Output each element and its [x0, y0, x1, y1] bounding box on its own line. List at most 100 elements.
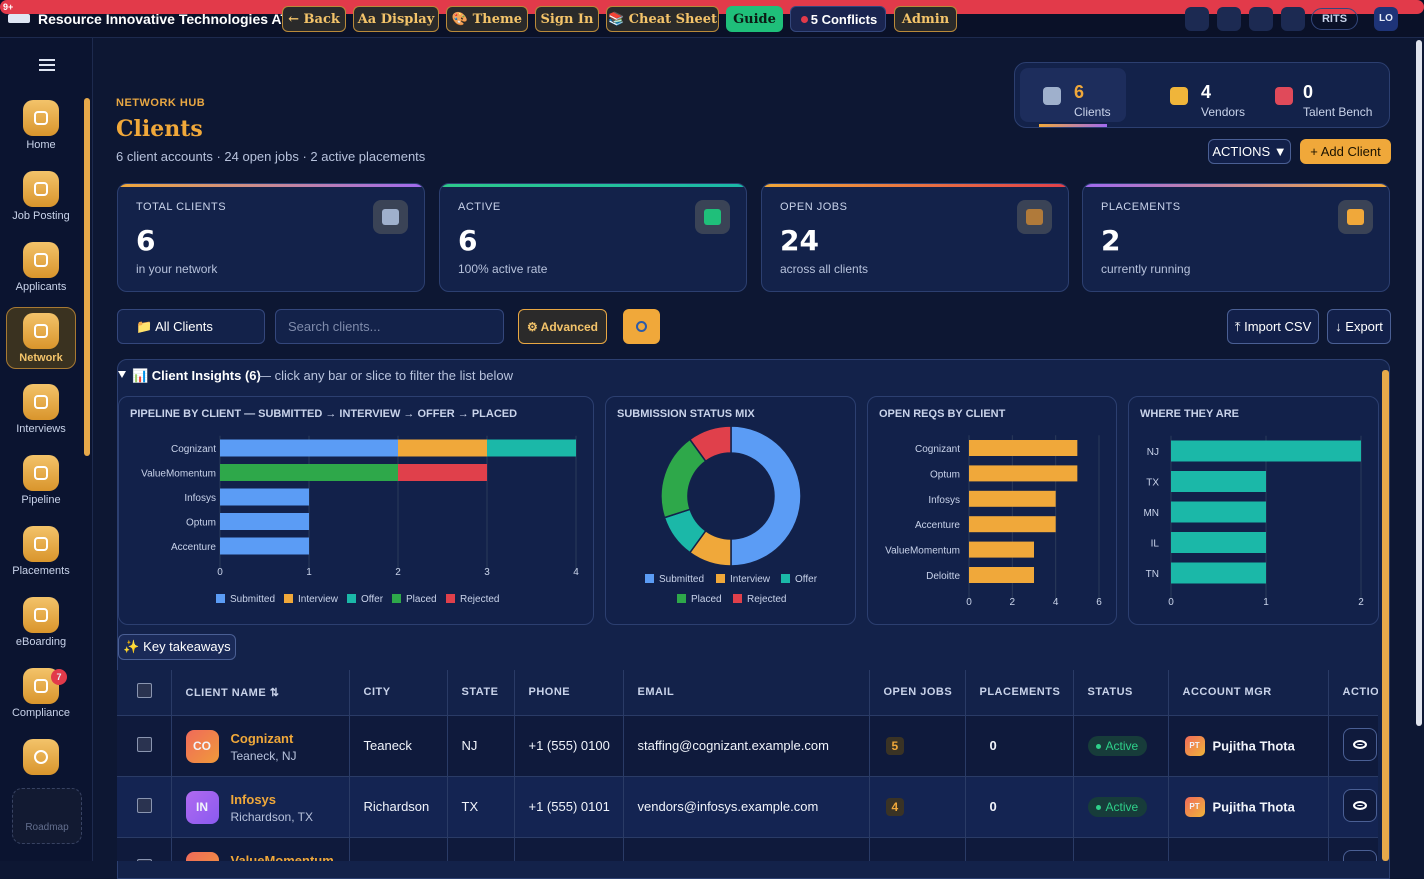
top-button[interactable]: ← Back	[282, 6, 346, 32]
search-button[interactable]	[623, 309, 660, 344]
nav-glyph	[34, 537, 48, 551]
nav-label[interactable]: Interviews	[16, 423, 66, 435]
top-button[interactable]: Admin	[894, 6, 957, 32]
header-row: CLIENT NAME ⇅ CITY STATE PHONE EMAIL OPEN JOB…	[117, 670, 1378, 715]
search-glyph	[636, 321, 647, 332]
import-button[interactable]: ⤒ Import CSV	[1227, 309, 1319, 344]
nav-icon[interactable]	[23, 100, 59, 136]
client-name[interactable]: Cognizant	[230, 730, 294, 746]
chart-title: SUBMISSION STATUS MIX	[617, 408, 755, 420]
checkbox[interactable]	[137, 683, 152, 699]
nav-icon[interactable]	[23, 313, 59, 349]
legend-label: Submitted	[230, 594, 275, 605]
export-button[interactable]: ↓ Export	[1327, 309, 1391, 344]
nav-glyph	[34, 750, 48, 764]
table-row: IN Infosys Richardson, TX Richardson TX +1 (5…	[117, 775, 1378, 837]
phone: +1 (555) 0100	[528, 738, 610, 753]
bar	[220, 537, 309, 555]
bar	[1171, 471, 1266, 492]
nav-label[interactable]: Network	[19, 352, 63, 364]
nav-label[interactable]: Applicants	[15, 281, 67, 293]
nav-label[interactable]: Placements	[12, 565, 70, 577]
email: staffing@cognizant.example.com	[637, 738, 829, 753]
roadmap[interactable]: Roadmap	[12, 788, 82, 844]
top-icon[interactable]	[1281, 7, 1305, 31]
view-button[interactable]	[1342, 849, 1377, 861]
nav-icon[interactable]	[23, 526, 59, 562]
chart-card: WHERE THEY ARE 0 1 2 NJ TX MN IL TN	[1128, 396, 1379, 625]
legend-swatch	[216, 594, 225, 603]
nav-label[interactable]: eBoarding	[15, 636, 67, 648]
hub-tab[interactable]: 4 Vendors	[1147, 68, 1257, 122]
hub-tab[interactable]: 0 Talent Bench	[1263, 68, 1373, 122]
nav-icon[interactable]	[23, 597, 59, 633]
nav-label[interactable]: Job Posting	[12, 210, 70, 222]
top-icon[interactable]	[1217, 7, 1241, 31]
checkbox[interactable]	[137, 797, 152, 813]
menu-toggle[interactable]	[39, 59, 55, 61]
nav-icon[interactable]	[23, 384, 59, 420]
nav-icon[interactable]	[23, 171, 59, 207]
top-button[interactable]: 🎨 Theme	[446, 6, 528, 32]
chart[interactable]: PIPELINE BY CLIENT — SUBMITTED → INTERVI…	[119, 397, 593, 624]
stat-note: in your network	[136, 262, 218, 276]
bar	[969, 541, 1034, 558]
legend-label: Offer	[361, 594, 384, 605]
clients-table: CLIENT NAME ⇅ CITY STATE PHONE EMAIL OPEN JOB…	[117, 670, 1378, 861]
x-tick-label: 0	[966, 597, 972, 608]
view-button[interactable]	[1342, 788, 1377, 822]
hub-tab[interactable]: 6 Clients	[1020, 68, 1130, 122]
checkbox[interactable]	[137, 858, 152, 861]
checkbox[interactable]	[137, 736, 152, 752]
client-filter[interactable]: 📁 All Clients	[117, 309, 265, 344]
legend-swatch	[446, 594, 455, 603]
takeaways-button[interactable]: ✨ Key takeaways	[118, 634, 236, 660]
top-button[interactable]: Sign In	[535, 6, 599, 32]
search-input[interactable]: Search clients...	[275, 309, 504, 344]
view-button[interactable]	[1342, 727, 1377, 761]
nav-label[interactable]: Compliance	[11, 707, 71, 719]
client-name[interactable]: Infosys	[230, 791, 277, 807]
status-pill: Active	[1087, 796, 1148, 817]
collapse-toggle[interactable]	[118, 371, 126, 378]
donut-slice	[730, 425, 802, 567]
nav-label[interactable]: Pipeline	[21, 494, 61, 506]
nav-icon[interactable]	[23, 242, 59, 278]
open-jobs-cell: 4	[869, 775, 966, 837]
nav-glyph	[34, 182, 48, 196]
legend-swatch	[392, 594, 401, 603]
eyebrow: NETWORK HUB	[116, 97, 206, 109]
chart[interactable]: OPEN REQS BY CLIENT 0 2 4 6 Cognizant Optum Inf…	[868, 397, 1116, 624]
actions-cell	[1328, 836, 1378, 861]
status-dot	[1095, 804, 1101, 810]
top-icon[interactable]	[1249, 7, 1273, 31]
chart[interactable]: WHERE THEY ARE 0 1 2 NJ TX MN IL TN	[1129, 397, 1378, 624]
actions-button[interactable]: ACTIONS ▼	[1208, 139, 1291, 164]
insights-hint: — click any bar or slice to filter the l…	[258, 368, 514, 383]
column-header[interactable]: CLIENT NAME ⇅	[171, 670, 350, 715]
tab-count: 0	[1303, 82, 1314, 102]
chart-title: PIPELINE BY CLIENT — SUBMITTED → INTERVI…	[130, 408, 517, 420]
add-client-button[interactable]: + Add Client	[1300, 139, 1391, 164]
roadmap-label: Roadmap	[25, 822, 69, 833]
y-tick-label: Cognizant	[171, 444, 216, 455]
legend-swatch	[677, 594, 686, 603]
top-button[interactable]: 5 Conflicts	[790, 6, 886, 32]
open-jobs-cell	[869, 836, 966, 861]
nav-icon[interactable]	[23, 455, 59, 491]
status-cell	[1073, 836, 1169, 861]
nav-icon[interactable]	[23, 739, 59, 775]
chart[interactable]: SUBMISSION STATUS MIX Submitted Interview O…	[606, 397, 855, 624]
top-button[interactable]: Guide	[726, 6, 783, 32]
client-name[interactable]: ValueMomentum	[230, 852, 334, 862]
org-pill[interactable]: RITS	[1311, 8, 1358, 30]
top-button[interactable]: Aa Display	[353, 6, 439, 32]
legend-swatch	[284, 594, 293, 603]
top-icon[interactable]	[1185, 7, 1209, 31]
user-avatar[interactable]: LO	[1374, 7, 1398, 31]
compliance-badge: 7	[51, 669, 67, 685]
advanced-button[interactable]: ⚙ Advanced	[518, 309, 607, 344]
top-button[interactable]: 📚 Cheat Sheet	[606, 6, 719, 32]
nav-label[interactable]: Home	[26, 139, 56, 151]
